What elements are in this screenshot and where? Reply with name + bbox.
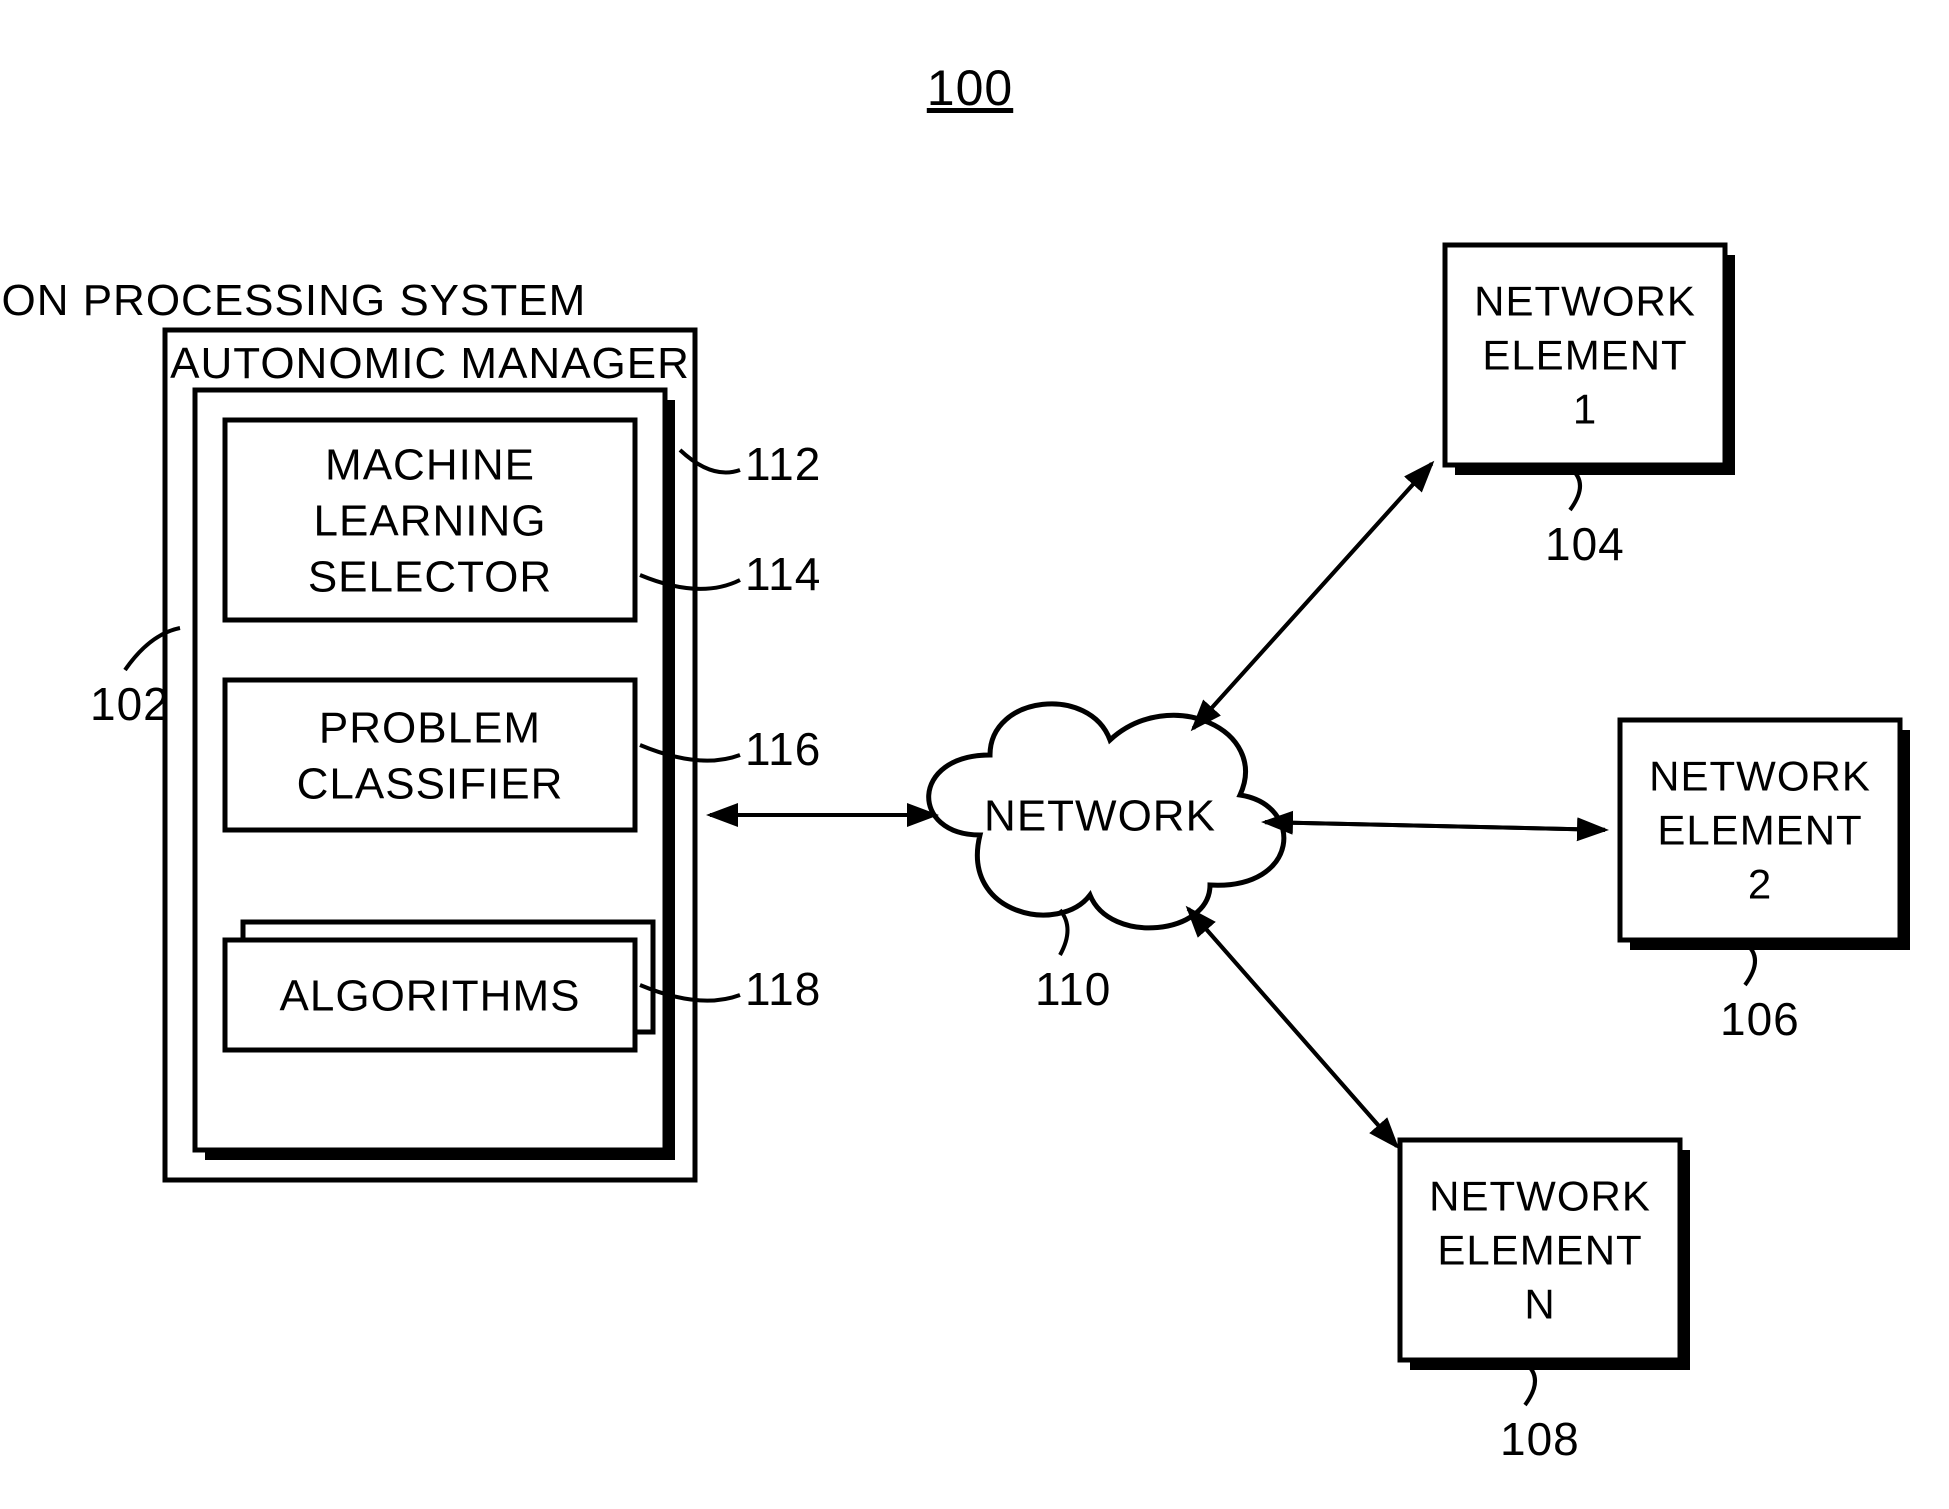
neN-line-1: ELEMENT [1437,1227,1642,1274]
edge-1-rev [1193,464,1431,729]
label-l114: 114 [745,548,821,600]
label-l106: 106 [1720,993,1800,1045]
ne1-line-0: NETWORK [1474,278,1696,325]
ne2-line-2: 2 [1748,861,1772,908]
mls-line-0: MACHINE [325,440,535,489]
mls-line-1: LEARNING [314,496,547,545]
diagram-canvas: 100 INFORMATION PROCESSING SYSTEM AUTONOMI… [0,0,1949,1509]
label-l110: 110 [1035,963,1111,1015]
ne1-line-2: 1 [1573,386,1597,433]
ne1-line-1: ELEMENT [1482,332,1687,379]
label-l112-leader [680,450,740,473]
ne2-line-1: ELEMENT [1657,807,1862,854]
label-l102-leader [125,628,180,670]
label-l108: 108 [1500,1413,1580,1465]
figure-title: 100 [927,60,1013,116]
neN-line-2: N [1524,1281,1555,1328]
mls-line-2: SELECTOR [308,552,552,601]
neN-line-0: NETWORK [1429,1173,1651,1220]
label-l102: 102 [90,678,170,730]
ips-title: INFORMATION PROCESSING SYSTEM [0,276,586,325]
network-label: NETWORK [984,791,1216,840]
label-l116: 116 [745,723,821,775]
label-l110-leader [1060,910,1068,955]
alg-line-0: ALGORITHMS [280,971,581,1020]
label-l104: 104 [1545,518,1625,570]
edge-2-rev [1265,822,1605,830]
pc-line-0: PROBLEM [319,703,541,752]
pc-line-1: CLASSIFIER [297,759,564,808]
autonomic-title: AUTONOMIC MANAGER [170,339,690,388]
label-l118: 118 [745,963,821,1015]
label-l112: 112 [745,438,821,490]
edge-3-rev [1188,909,1396,1146]
ne2-line-0: NETWORK [1649,753,1871,800]
